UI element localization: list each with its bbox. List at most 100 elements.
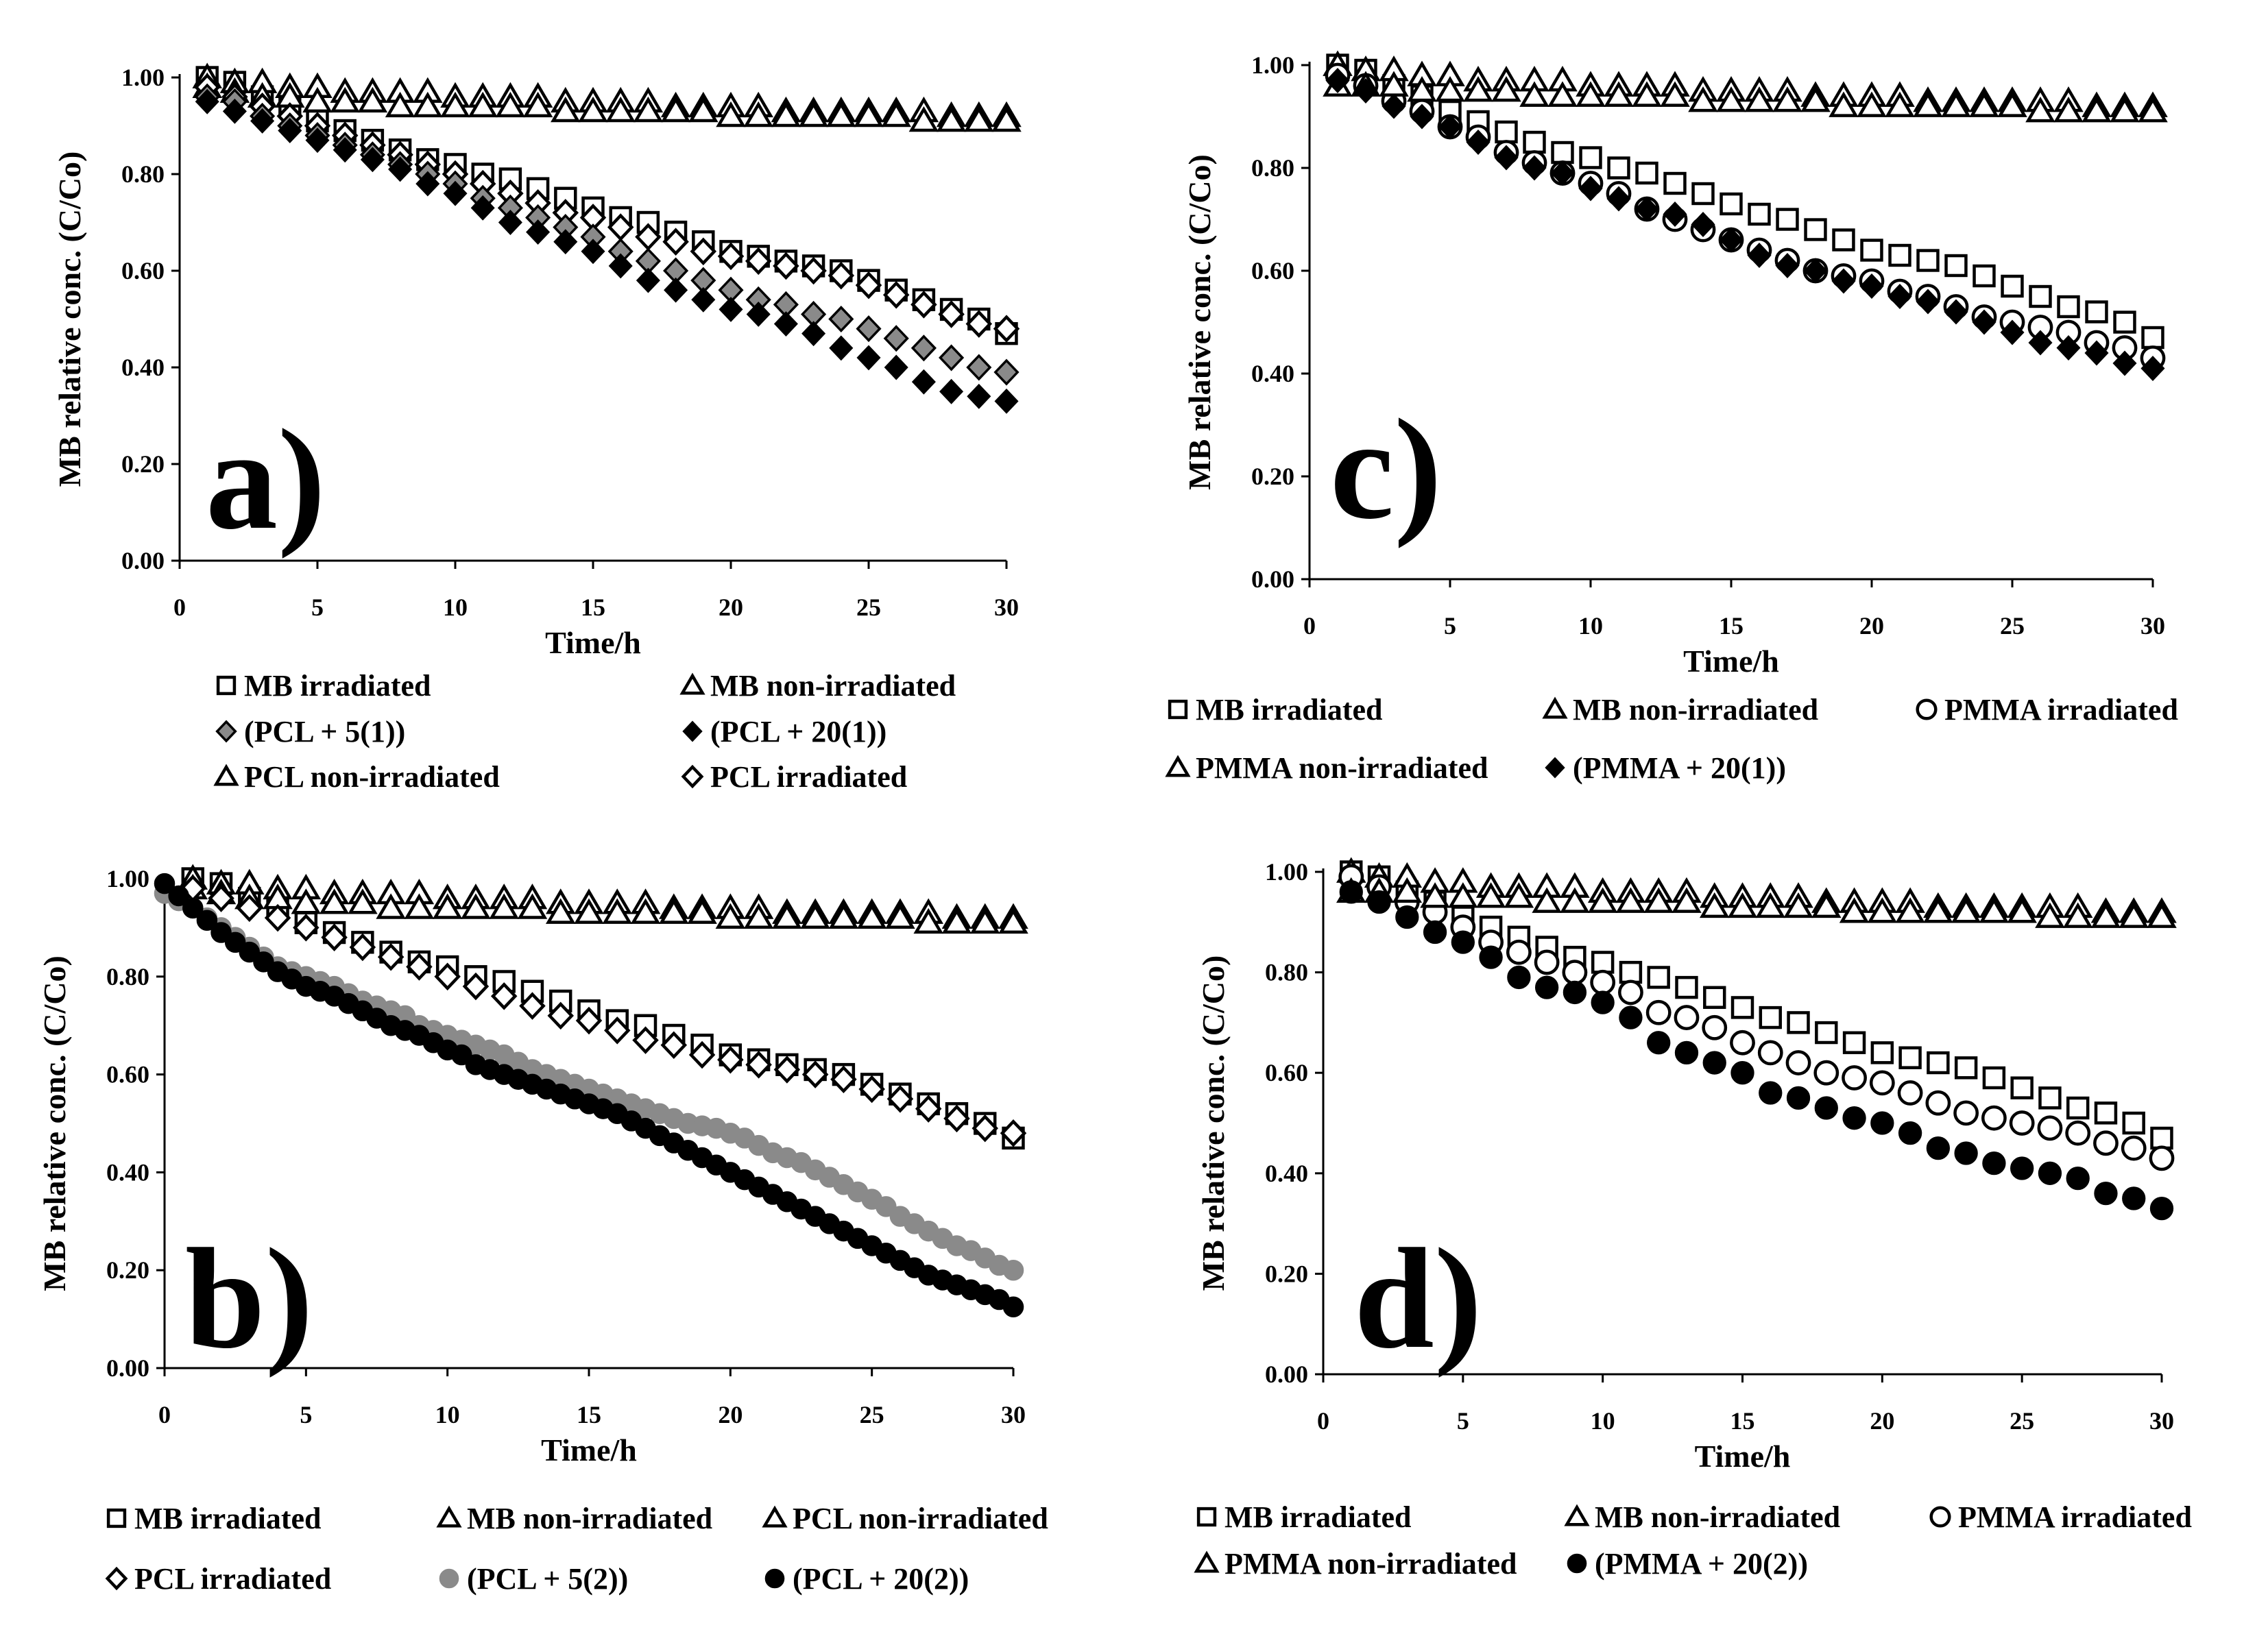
data-point	[943, 1104, 970, 1133]
data-point	[966, 354, 992, 381]
data-point	[881, 101, 911, 127]
data-point	[745, 1051, 772, 1079]
data-point	[687, 898, 717, 924]
legend-marker	[216, 675, 237, 696]
data-point	[490, 982, 518, 1010]
legend-label: PCL non-irradiated	[244, 760, 500, 794]
data-point	[302, 86, 333, 113]
y-tick-label: 1.00	[121, 64, 165, 91]
data-point	[1800, 86, 1831, 112]
data-point	[2057, 295, 2080, 319]
data-point	[801, 321, 826, 347]
data-point	[1466, 130, 1491, 155]
data-point	[662, 228, 689, 256]
y-axis-label: MB relative conc. (C/Co)	[1182, 154, 1217, 490]
data-point	[1590, 969, 1616, 995]
data-point	[154, 873, 176, 894]
data-point	[1783, 892, 1813, 918]
data-point	[443, 180, 468, 206]
data-point	[1951, 897, 1981, 923]
y-tick-label: 0.80	[1265, 959, 1308, 986]
x-tick-label: 20	[718, 1401, 743, 1428]
y-axis-label: MB relative conc. (C/Co)	[1196, 955, 1231, 1291]
data-point	[1519, 81, 1549, 107]
y-tick-label: 0.20	[1265, 1260, 1308, 1287]
data-point	[1576, 81, 1606, 107]
data-point	[854, 101, 884, 127]
data-point	[630, 898, 661, 924]
data-point	[2147, 902, 2177, 928]
data-point	[1979, 897, 2010, 923]
legend-marker	[213, 764, 239, 786]
data-point	[2149, 1145, 2175, 1171]
data-point	[993, 358, 1020, 386]
data-point	[1587, 887, 1618, 913]
data-point	[1643, 887, 1674, 913]
data-point	[1000, 1119, 1027, 1147]
data-point	[2038, 1086, 2062, 1110]
data-point	[2056, 335, 2081, 361]
data-point	[2149, 1196, 2174, 1221]
series-pcl-20-1	[195, 88, 1019, 414]
y-tick-label: 0.60	[1251, 257, 1294, 284]
data-point	[965, 310, 993, 338]
data-point	[1925, 1090, 1951, 1116]
legend-marker	[681, 764, 704, 789]
data-point	[451, 1044, 472, 1066]
data-point	[1787, 1011, 1810, 1034]
data-point	[196, 910, 218, 931]
legend: MB irradiated MB non-irradiated PCL non-ir…	[105, 1502, 1048, 1596]
chart-d: 0.00 0.20 0.40 0.60 0.80 1.00 0 5 10 15 20 25 30 Time…	[1194, 857, 2192, 1581]
data-point	[1755, 892, 1786, 918]
data-point	[2138, 97, 2168, 123]
data-point	[2053, 97, 2084, 123]
data-point	[1953, 1100, 1979, 1126]
data-point	[574, 898, 604, 924]
data-point	[1839, 897, 1870, 923]
data-point	[377, 942, 405, 971]
data-point	[1887, 284, 1912, 309]
legend-label: PCL irradiated	[134, 1562, 331, 1596]
data-point	[2090, 902, 2121, 928]
data-point	[964, 106, 994, 132]
data-point	[182, 897, 204, 919]
x-tick-label: 10	[435, 1401, 460, 1428]
data-point	[1562, 960, 1588, 985]
y-tick-label: 0.40	[1265, 1160, 1308, 1187]
legend-label: MB non-irradiated	[710, 669, 956, 703]
data-point	[1504, 882, 1534, 908]
data-point	[1607, 156, 1630, 180]
data-point	[1606, 186, 1631, 212]
data-point	[719, 296, 743, 322]
x-tick-label: 5	[1457, 1407, 1469, 1435]
x-tick-label: 25	[2000, 612, 2025, 639]
data-point	[526, 219, 551, 245]
data-point	[829, 335, 854, 361]
legend-marker	[679, 672, 705, 695]
data-point	[1831, 268, 1856, 294]
data-point	[1897, 1080, 1923, 1106]
y-tick-label: 1.00	[1251, 51, 1294, 79]
data-point	[1618, 979, 1643, 1006]
data-point	[1645, 999, 1672, 1025]
data-point	[1647, 966, 1670, 989]
data-point	[1759, 1006, 1782, 1029]
data-point	[967, 383, 991, 409]
data-point	[745, 247, 772, 276]
data-point	[910, 291, 937, 319]
data-point	[858, 1075, 885, 1104]
series-pmma-20-1	[1325, 68, 2165, 381]
data-point	[415, 171, 440, 197]
data-point	[498, 210, 522, 235]
legend-label: (PCL + 20(1))	[710, 715, 886, 748]
data-point	[553, 229, 578, 255]
data-point	[660, 1031, 688, 1060]
legend-label: MB non-irradiated	[1595, 1500, 1840, 1534]
x-tick-label: 25	[860, 1401, 884, 1428]
data-point	[239, 941, 261, 963]
data-point	[1927, 1051, 1950, 1075]
data-point	[224, 931, 246, 953]
data-point	[1913, 91, 1943, 117]
data-point	[195, 88, 219, 114]
